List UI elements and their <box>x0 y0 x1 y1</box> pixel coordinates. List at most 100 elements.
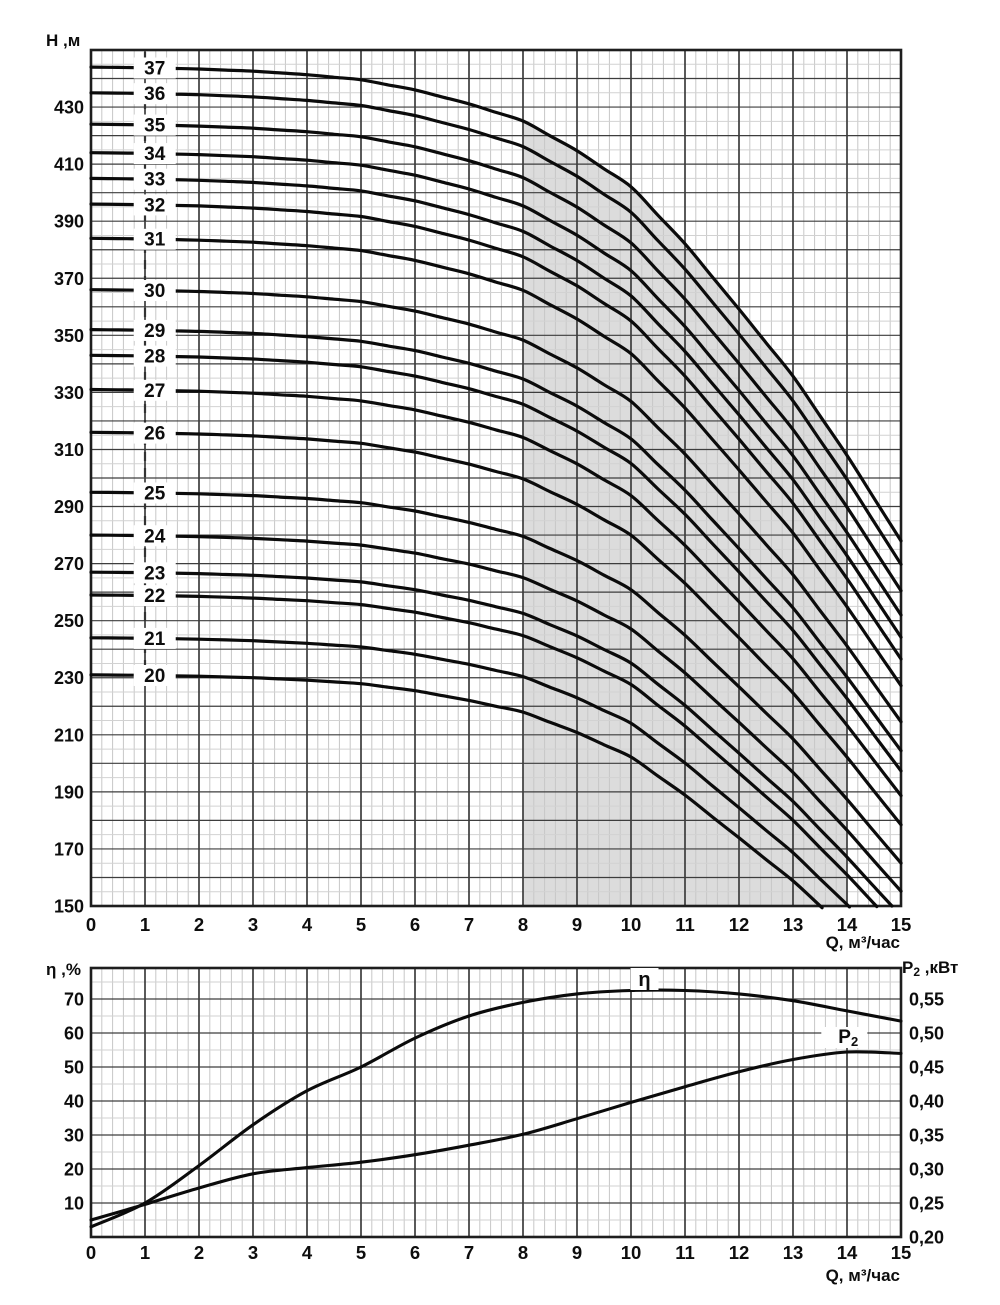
stage-curve-label-28: 28 <box>144 347 165 368</box>
stage-curve-35 <box>89 122 903 593</box>
stage-curve-label-35: 35 <box>144 116 166 137</box>
efficiency-axis-title: η ,% <box>46 960 81 979</box>
stage-label-bg-20 <box>133 664 176 686</box>
x-tick-bottom-1: 1 <box>140 1242 150 1263</box>
x-tick-bottom-15: 15 <box>891 1242 912 1263</box>
p2-tick-0,25: 0,25 <box>909 1194 944 1214</box>
grid-top <box>91 50 901 906</box>
stage-curve-label-32: 32 <box>144 195 165 216</box>
x-tick-bottom-7: 7 <box>464 1242 474 1263</box>
stage-curve-label-25: 25 <box>144 483 166 504</box>
stage-label-bg-28 <box>133 345 176 367</box>
stage-label-bg-36 <box>133 83 176 105</box>
stage-label-bg-26 <box>133 422 176 444</box>
x-tick-bottom-2: 2 <box>194 1242 204 1263</box>
stage-label-bg-29 <box>133 319 176 341</box>
power-axis-title-sub: 2 <box>913 965 921 979</box>
stage-label-bg-27 <box>133 379 176 401</box>
y-tick-370: 370 <box>54 269 84 289</box>
stage-curve-label-36: 36 <box>144 84 165 105</box>
stage-curve-label-20: 20 <box>144 666 165 687</box>
y-tick-230: 230 <box>54 668 84 688</box>
p2-label-bg <box>821 1027 868 1048</box>
y-tick-310: 310 <box>54 440 84 460</box>
y-tick-270: 270 <box>54 554 84 574</box>
x-tick-top-1: 1 <box>140 914 150 935</box>
stage-label-bg-35 <box>133 114 176 136</box>
eta-tick-70: 70 <box>64 990 84 1010</box>
x-tick-bottom-9: 9 <box>572 1242 582 1263</box>
stage-curve-23 <box>89 570 894 908</box>
plot-border-bottom <box>89 966 903 1239</box>
stage-curve-28 <box>89 353 903 773</box>
stage-curve-30 <box>89 288 903 724</box>
stage-curve-label-34: 34 <box>144 144 166 165</box>
p2-tick-0,45: 0,45 <box>909 1058 944 1078</box>
y-tick-210: 210 <box>54 725 84 745</box>
x-tick-bottom-12: 12 <box>729 1242 750 1263</box>
x-tick-bottom-5: 5 <box>356 1242 366 1263</box>
eta-tick-50: 50 <box>64 1058 84 1078</box>
stage-curve-26 <box>89 430 903 827</box>
stage-curve-34 <box>89 151 903 617</box>
y-tick-250: 250 <box>54 611 84 631</box>
stage-curve-27 <box>89 387 903 798</box>
y-tick-150: 150 <box>54 897 84 917</box>
stage-label-bg-25 <box>133 482 176 504</box>
x-tick-top-15: 15 <box>891 914 912 935</box>
stage-curve-25 <box>89 490 903 865</box>
stage-label-bg-34 <box>133 143 176 165</box>
efficiency-power-svg: ηP2706050403020100,550,500,450,400,350,3… <box>64 966 944 1263</box>
stage-curve-33 <box>89 176 903 639</box>
stage-label-bg-24 <box>133 525 176 547</box>
stage-label-bg-30 <box>133 279 176 301</box>
stage-label-bg-21 <box>133 627 176 649</box>
head-axis-title: H ,м <box>46 31 81 50</box>
x-tick-bottom-14: 14 <box>837 1242 858 1263</box>
stage-curve-label-29: 29 <box>144 321 165 342</box>
y-tick-350: 350 <box>54 326 84 346</box>
eta-tick-20: 20 <box>64 1160 84 1180</box>
flow-axis-title-bottom: Q, м³/час <box>825 1266 900 1285</box>
y-tick-390: 390 <box>54 212 84 232</box>
x-tick-bottom-0: 0 <box>86 1242 96 1263</box>
x-tick-bottom-13: 13 <box>783 1242 804 1263</box>
stage-curve-21 <box>89 636 852 909</box>
eta-label-bg <box>630 968 659 990</box>
head-capacity-svg: 3736353433323130292827262524232221204304… <box>54 48 912 935</box>
stage-curve-label-26: 26 <box>144 424 165 445</box>
stage-curve-24 <box>89 533 903 893</box>
x-tick-bottom-4: 4 <box>302 1242 313 1263</box>
power-axis-title: P2 ,кВт <box>902 958 958 979</box>
stage-curve-label-24: 24 <box>144 526 166 547</box>
eta-curve <box>89 988 903 1229</box>
p2-tick-0,35: 0,35 <box>909 1126 944 1146</box>
x-tick-bottom-8: 8 <box>518 1242 528 1263</box>
y-tick-170: 170 <box>54 839 84 859</box>
x-tick-top-4: 4 <box>302 914 313 935</box>
p2-tick-0,20: 0,20 <box>909 1228 944 1248</box>
x-tick-top-0: 0 <box>86 914 96 935</box>
y-tick-190: 190 <box>54 782 84 802</box>
stage-curve-label-31: 31 <box>144 230 166 251</box>
stage-curve-label-21: 21 <box>144 629 166 650</box>
y-tick-410: 410 <box>54 155 84 175</box>
eta-tick-30: 30 <box>64 1126 84 1146</box>
stage-curve-36 <box>89 91 903 566</box>
p2-curve <box>89 1050 903 1222</box>
power-axis-title-main: P <box>902 958 914 977</box>
x-tick-top-14: 14 <box>837 914 858 935</box>
plot-border-top <box>89 48 903 908</box>
y-tick-330: 330 <box>54 383 84 403</box>
x-tick-top-8: 8 <box>518 914 528 935</box>
stage-label-bg-37 <box>133 57 176 79</box>
flow-axis-title-top: Q, м³/час <box>825 933 900 952</box>
stage-curve-37 <box>89 65 903 543</box>
x-tick-top-11: 11 <box>675 914 695 935</box>
x-tick-bottom-6: 6 <box>410 1242 420 1263</box>
x-tick-top-7: 7 <box>464 914 474 935</box>
y-tick-430: 430 <box>54 98 84 118</box>
stage-curve-32 <box>89 202 903 661</box>
eta-tick-40: 40 <box>64 1092 84 1112</box>
stage-curve-label-30: 30 <box>144 281 165 302</box>
